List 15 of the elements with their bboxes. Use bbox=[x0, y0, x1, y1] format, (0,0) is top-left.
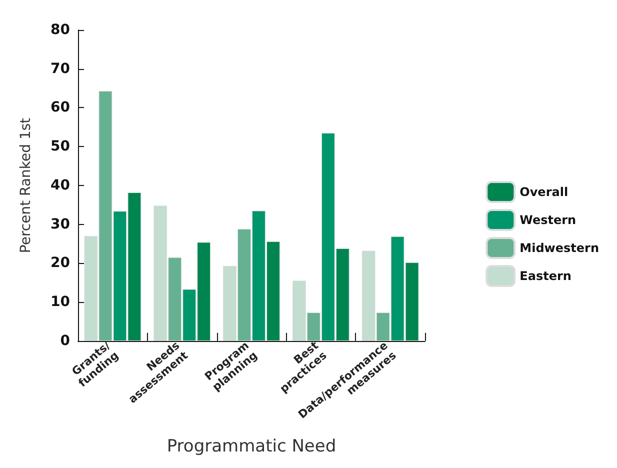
y-tick-label: 70 bbox=[50, 60, 70, 77]
y-axis-title: Percent Ranked 1st bbox=[18, 117, 34, 254]
y-tick-label: 20 bbox=[50, 255, 70, 272]
y-tick-label: 10 bbox=[50, 294, 70, 310]
y-tick-label: 30 bbox=[50, 216, 70, 232]
x-axis-title: Programmatic Need bbox=[166, 436, 336, 456]
y-tick-label: 80 bbox=[50, 22, 70, 38]
y-tick-label: 50 bbox=[50, 138, 70, 155]
legend-label: Eastern bbox=[520, 269, 572, 283]
legend-label: Western bbox=[520, 213, 576, 227]
legend-label: Overall bbox=[520, 185, 568, 199]
y-tick-label: 60 bbox=[50, 100, 70, 116]
y-tick-label: 40 bbox=[50, 177, 70, 194]
legend-label: Midwestern bbox=[520, 241, 600, 255]
y-tick-label: 0 bbox=[60, 332, 70, 349]
